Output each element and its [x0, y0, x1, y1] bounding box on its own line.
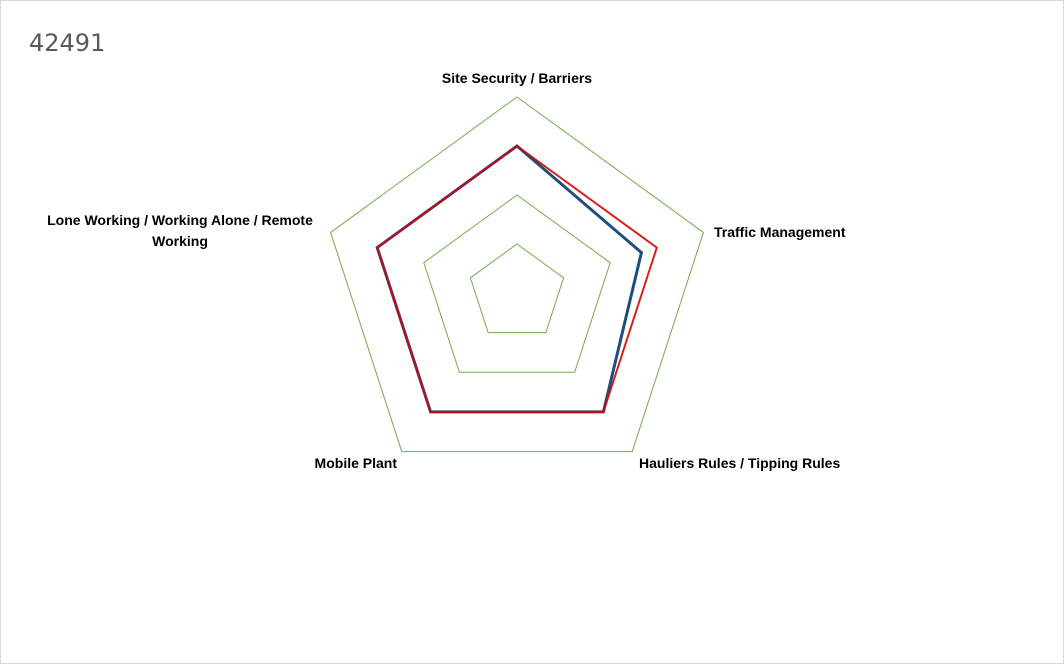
axis-label: Site Security / Barriers [442, 70, 592, 86]
grid-ring [423, 194, 611, 373]
axis-label: Hauliers Rules / Tipping Rules [639, 455, 840, 471]
axis-label: Lone Working / Working Alone / Remote Wor… [47, 212, 313, 249]
axis-label: Traffic Management [714, 224, 846, 240]
series-line-2 [376, 144, 658, 413]
grid-ring [330, 96, 704, 453]
axis-label: Mobile Plant [315, 455, 398, 471]
chart-title: 42491 [29, 29, 106, 57]
grid-ring [469, 243, 565, 334]
